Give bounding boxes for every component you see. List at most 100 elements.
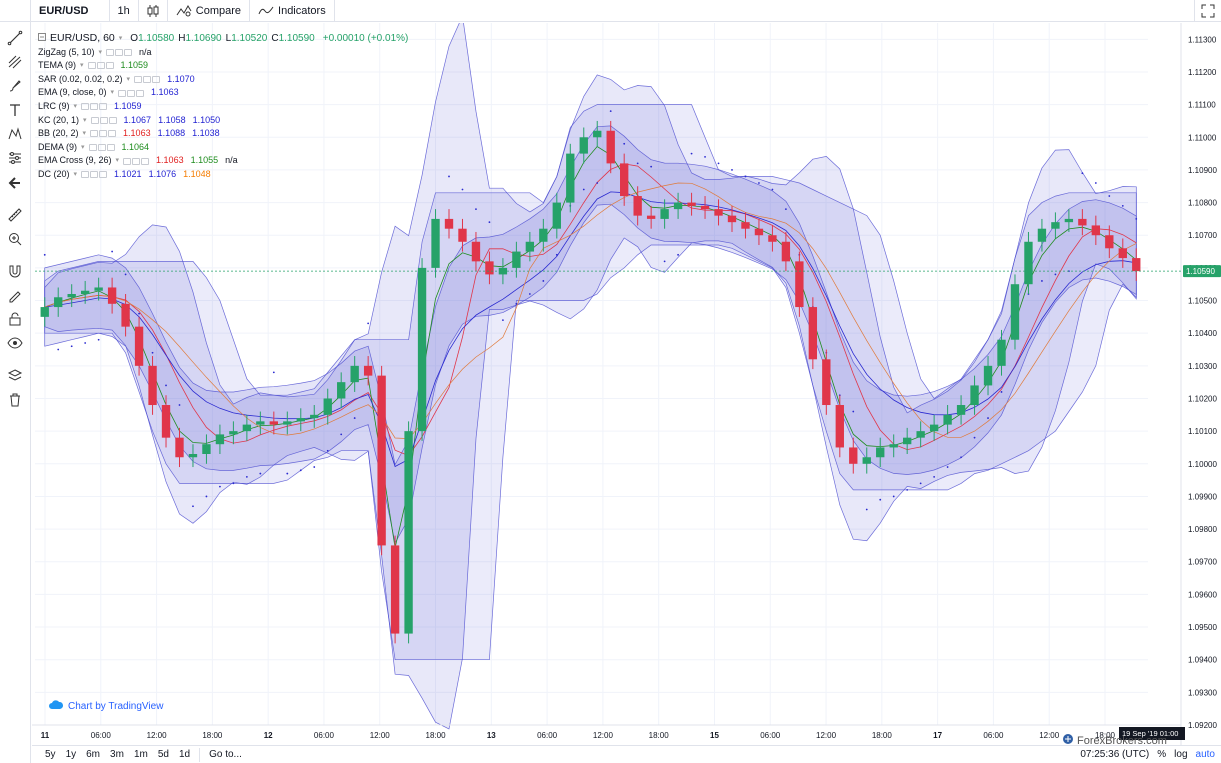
tradingview-badge[interactable]: Chart by TradingView [48,700,163,713]
legend-indicator-row[interactable]: DEMA (9) ▾ 1.1064 [38,141,408,155]
legend-indicator-row[interactable]: TEMA (9) ▾ 1.1059 [38,59,408,73]
visibility-icon[interactable] [106,48,115,56]
brush-icon[interactable] [4,76,26,96]
visibility-icon[interactable] [88,144,97,152]
range-button-1d[interactable]: 1d [178,749,191,760]
visibility-icon[interactable] [123,157,132,165]
range-button-6m[interactable]: 6m [86,749,101,760]
collapse-icon[interactable] [38,32,46,46]
indicator-caret-icon[interactable]: ▾ [126,75,131,83]
price-chart[interactable]: 1.11300 1.11200 1.11100 1.11000 1.10900 1.108… [32,14,1221,745]
legend-indicator-row[interactable]: EMA (9, close, 0) ▾ 1.1063 [38,86,408,100]
legend-indicator-row[interactable]: LRC (9) ▾ 1.1059 [38,100,408,114]
ruler-icon[interactable] [4,205,26,225]
legend-indicator-row[interactable]: KC (20, 1) ▾ 1.1067 1.1058 1.1050 [38,114,408,128]
magnet-icon[interactable] [4,261,26,281]
fib-tool-icon[interactable] [4,52,26,72]
percent-toggle[interactable]: % [1157,749,1167,760]
time-tick-label: 12:00 [370,731,391,740]
legend-indicator-row[interactable]: ZigZag (5, 10) ▾ n/a [38,46,408,60]
candle-body [310,414,319,419]
sar-dot [528,293,531,295]
auto-toggle[interactable]: auto [1195,749,1215,760]
legend-caret-icon[interactable]: ▾ [118,35,123,42]
remove-icon[interactable] [105,62,114,70]
text-tool-icon[interactable] [4,100,26,120]
indicator-caret-icon[interactable]: ▾ [73,170,78,178]
legend-indicator-row[interactable]: DC (20) ▾ 1.1021 1.1076 1.1048 [38,168,408,182]
back-arrow-icon[interactable] [4,173,26,193]
bb-basis-line [44,163,1137,457]
indicators-button[interactable]: Indicators [250,0,335,21]
indicator-caret-icon[interactable]: ▾ [80,62,84,70]
legend-indicator-row[interactable]: EMA Cross (9, 26) ▾ 1.1063 1.1055 n/a [38,154,408,168]
range-button-1y[interactable]: 1y [65,749,77,760]
range-button-1m[interactable]: 1m [133,749,148,760]
zoom-in-icon[interactable] [4,229,26,249]
legend-indicator-row[interactable]: BB (20, 2) ▾ 1.1063 1.1088 1.1038 [38,127,408,141]
sar-dot [367,322,370,325]
indicator-caret-icon[interactable]: ▾ [115,157,120,165]
utc-clock[interactable]: 07:25:36 (UTC) [1080,749,1150,760]
remove-icon[interactable] [124,48,133,56]
goto-button[interactable]: Go to... [209,749,242,760]
indicator-caret-icon[interactable]: ▾ [73,102,78,110]
settings-icon[interactable] [127,89,136,97]
visibility-icon[interactable] [90,116,99,124]
indicator-controls [134,76,161,84]
eye-icon[interactable] [4,333,26,353]
visibility-icon[interactable] [118,89,127,97]
remove-icon[interactable] [99,171,108,179]
layers-icon[interactable] [4,366,26,386]
indicator-caret-icon[interactable]: ▾ [83,116,87,124]
log-toggle[interactable]: log [1174,749,1188,760]
settings-icon[interactable] [90,103,99,111]
indicator-caret-icon[interactable]: ▾ [110,89,115,97]
lock-icon[interactable] [4,309,26,329]
symbol-search-button[interactable]: EUR/USD [31,0,110,21]
trash-icon[interactable] [4,390,26,410]
compare-button[interactable]: Compare [168,0,251,21]
settings-icon[interactable] [143,76,152,84]
sar-dot [690,152,693,155]
prediction-tool-icon[interactable] [4,148,26,168]
remove-icon[interactable] [99,103,108,111]
sar-dot [245,475,248,478]
visibility-icon[interactable] [87,62,96,70]
settings-icon[interactable] [99,116,108,124]
price-tick-label: 1.09900 [1188,492,1217,501]
pattern-tool-icon[interactable] [4,124,26,144]
visibility-icon[interactable] [81,103,90,111]
visibility-icon[interactable] [81,171,90,179]
settings-icon[interactable] [99,130,108,138]
indicator-caret-icon[interactable]: ▾ [82,130,87,138]
settings-icon[interactable] [132,157,141,165]
settings-icon[interactable] [115,48,124,56]
interval-button[interactable]: 1h [110,0,139,21]
chart-pane[interactable]: 1.11300 1.11200 1.11100 1.11000 1.10900 1.108… [32,14,1221,745]
visibility-icon[interactable] [90,130,99,138]
ema-line [44,191,1137,468]
range-button-5y[interactable]: 5y [45,749,56,760]
chart-type-button[interactable] [139,0,168,21]
settings-icon[interactable] [96,62,105,70]
visibility-icon[interactable] [134,76,143,84]
remove-icon[interactable] [152,76,161,84]
stay-drawing-icon[interactable] [4,285,26,305]
candle-body [835,405,844,448]
remove-icon[interactable] [106,144,115,152]
indicator-caret-icon[interactable]: ▾ [81,143,85,151]
remove-icon[interactable] [108,130,117,138]
remove-icon[interactable] [141,157,150,165]
settings-icon[interactable] [97,144,106,152]
remove-icon[interactable] [136,89,145,97]
legend-indicator-row[interactable]: SAR (0.02, 0.02, 0.2) ▾ 1.1070 [38,73,408,87]
fullscreen-button[interactable] [1194,0,1221,21]
range-button-5d[interactable]: 5d [157,749,169,760]
trend-line-icon[interactable] [4,28,26,48]
remove-icon[interactable] [108,116,117,124]
settings-icon[interactable] [90,171,99,179]
tema-line [44,145,1137,548]
range-button-3m[interactable]: 3m [110,749,124,760]
indicator-caret-icon[interactable]: ▾ [98,48,103,56]
